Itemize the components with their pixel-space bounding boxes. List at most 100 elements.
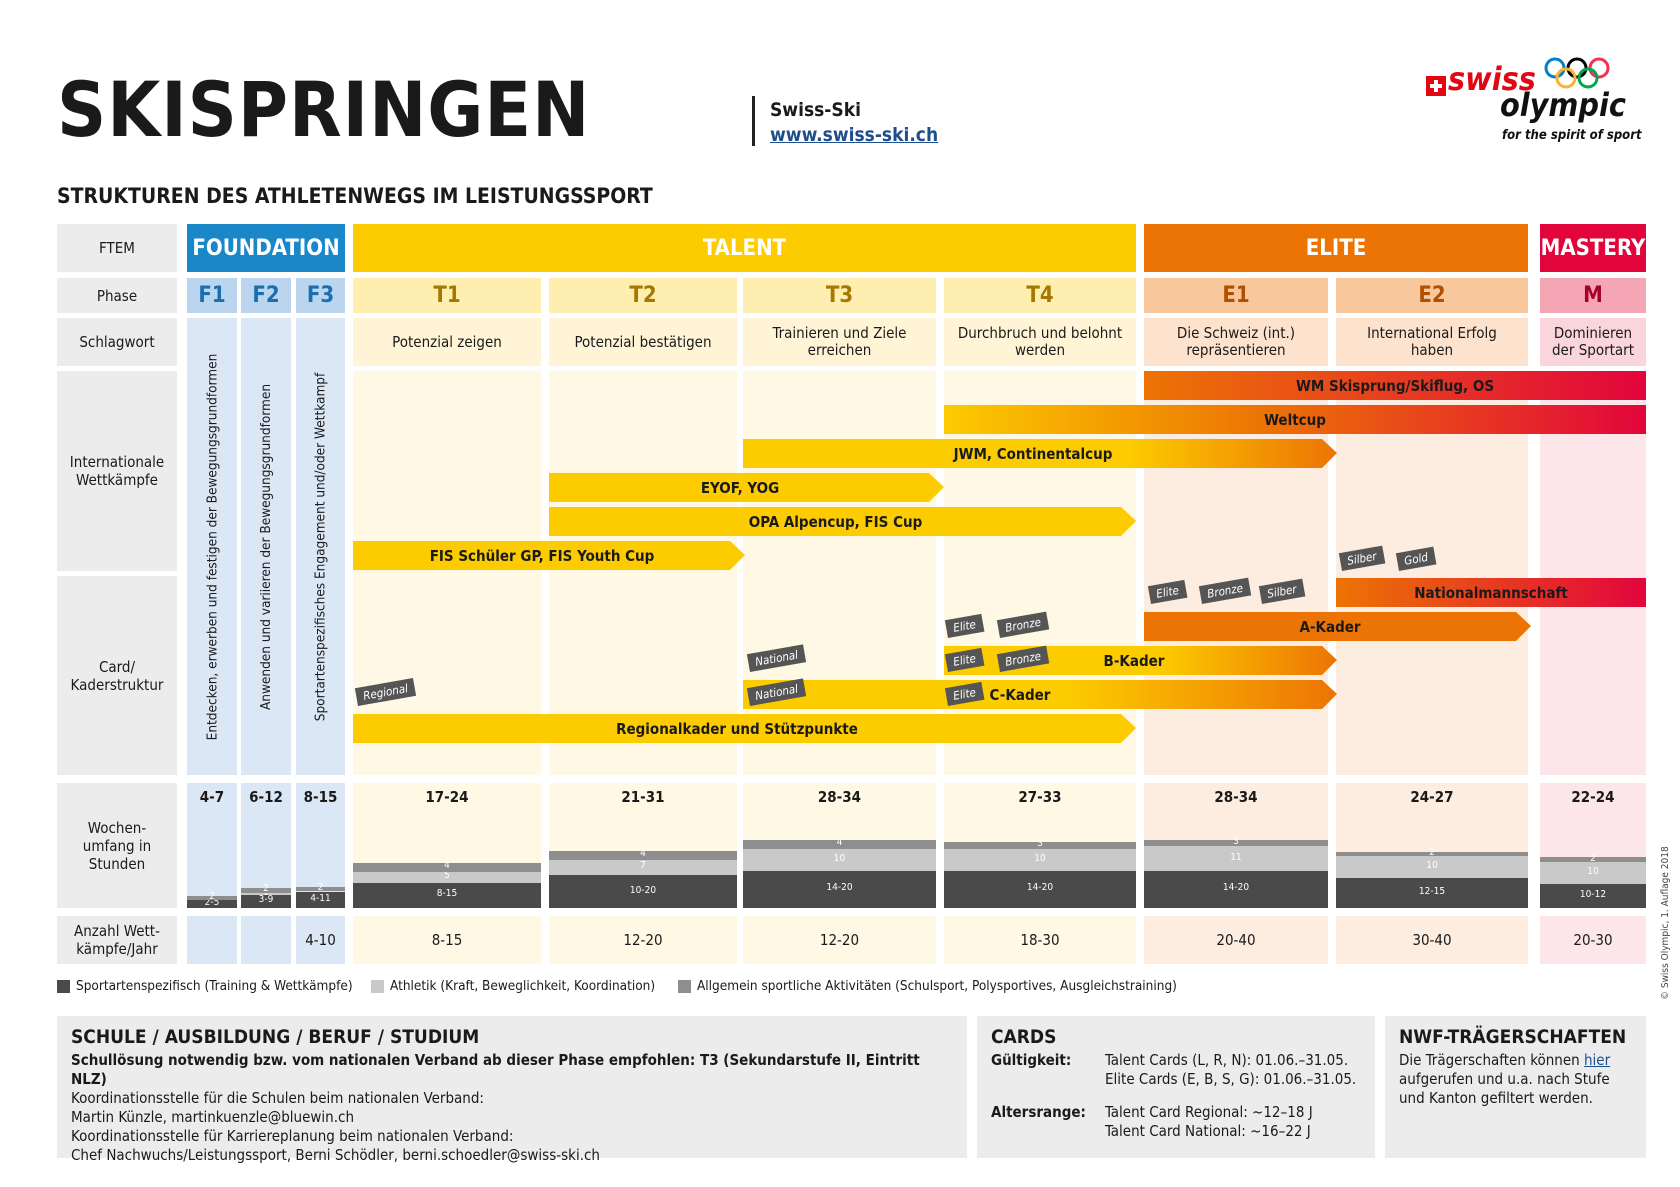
bar-specific-label-e1: 14-20	[1222, 882, 1250, 894]
cards-title: CARDS	[991, 1026, 1057, 1048]
cards-age-1: Talent Card Regional: ~12–18 J	[1105, 1103, 1313, 1121]
bar-specific-label-f1: 2-5	[204, 897, 220, 909]
competitions-f3: 4-10	[305, 931, 336, 949]
legend-swatch-specific	[57, 979, 70, 993]
bar-specific-label-f2: 3-9	[258, 894, 274, 906]
bar-athletic-t2	[549, 859, 737, 875]
bar-athletic-label-e2: 10	[1426, 860, 1438, 872]
phase-t2: T2	[549, 278, 737, 313]
keyword-t3: Trainieren und Ziele erreichen	[743, 318, 936, 366]
keyword-t1: Potenzial zeigen	[353, 318, 541, 366]
comp-bg-m	[1540, 916, 1646, 964]
comp-bg-e2	[1336, 916, 1528, 964]
band-regional: Regionalkader und Stützpunkte	[616, 719, 858, 738]
school-line2: Koordinationsstelle für die Schulen beim…	[71, 1089, 484, 1107]
comp-bg-f3	[296, 916, 345, 964]
comp-bg-f1	[187, 916, 237, 964]
competitions-t4: 18-30	[1020, 931, 1060, 949]
row-label-international: Internationale Wettkämpfe	[57, 371, 177, 571]
phase-e2: E2	[1336, 278, 1528, 313]
bar-specific-f3	[296, 891, 345, 908]
hours-bg-f2	[241, 783, 291, 908]
hours-total-f2: 6-12	[249, 788, 283, 806]
bar-specific-m	[1540, 883, 1646, 908]
bar-general-t2	[549, 850, 737, 860]
bar-specific-t3	[743, 870, 936, 908]
school-line3: Martin Künzle, martinkuenzle@bluewin.ch	[71, 1108, 354, 1126]
hours-bg-f1	[187, 783, 237, 908]
band-nat-team: Nationalmannschaft	[1414, 583, 1568, 602]
logo-brand-top: swiss	[1448, 60, 1536, 98]
hours-total-m: 22-24	[1571, 788, 1615, 806]
foundation-keyword-f1: Entdecken, erwerben und festigen der Bew…	[187, 318, 237, 775]
stage-foundation: FOUNDATION	[187, 224, 345, 272]
bar-general-label-e2: 2	[1429, 847, 1435, 859]
row-label-competitions: Anzahl Wett-kämpfe/Jahr	[57, 916, 177, 964]
bar-athletic-m	[1540, 861, 1646, 884]
school-line4: Koordinationsstelle für Karriereplanung …	[71, 1127, 514, 1145]
legend-label-general: Allgemein sportliche Aktivitäten (Schuls…	[697, 978, 1177, 994]
bar-general-t1	[353, 862, 541, 872]
band-opa: OPA Alpencup, FIS Cup	[748, 512, 923, 531]
phase-m: M	[1540, 278, 1646, 313]
bar-athletic-label-t1: 5	[444, 870, 450, 882]
bar-general-label-m: 2	[1590, 852, 1596, 864]
band-a-kader: A-Kader	[1299, 617, 1361, 636]
band-fis-schueler: FIS Schüler GP, FIS Youth Cup	[429, 546, 655, 565]
school-line5: Chef Nachwuchs/Leistungssport, Berni Sch…	[71, 1146, 600, 1164]
competitions-m: 20-30	[1573, 931, 1613, 949]
bar-general-label-f1: 2	[209, 891, 215, 903]
stage-mastery: MASTERY	[1540, 224, 1646, 272]
bar-athletic-f2	[241, 892, 291, 895]
hours-total-t4: 27-33	[1018, 788, 1062, 806]
bar-specific-label-e2: 12-15	[1418, 886, 1446, 898]
row-label-ftem: FTEM	[57, 224, 177, 272]
nwf-text-b: aufgerufen und u.a. nach Stufe und Kanto…	[1399, 1070, 1610, 1107]
row-label-phase: Phase	[57, 278, 177, 313]
competitions-t3: 12-20	[819, 931, 860, 949]
keyword-e2: International Erfolg haben	[1336, 318, 1528, 366]
bar-athletic-e1	[1144, 846, 1328, 871]
hours-total-e2: 24-27	[1410, 788, 1454, 806]
cards-validity-1: Talent Cards (L, R, N): 01.06.–31.05.	[1105, 1051, 1349, 1069]
band-c-kader: C-Kader	[989, 685, 1051, 704]
bar-general-e2	[1336, 851, 1528, 857]
bar-athletic-t1	[353, 871, 541, 883]
stage-talent: TALENT	[353, 224, 1136, 272]
comp-bg-t1	[353, 916, 541, 964]
org-link[interactable]: www.swiss-ski.ch	[770, 124, 939, 146]
row-label-card: Card/ Kaderstruktur	[57, 576, 177, 775]
bar-general-t4	[944, 842, 1136, 849]
row-label-hours: Wochen-umfang in Stunden	[57, 783, 177, 908]
competitions-f1	[187, 916, 237, 964]
bar-general-label-t4: 3	[1037, 838, 1043, 850]
bar-general-label-t1: 4	[444, 860, 450, 872]
bar-specific-f2	[241, 894, 291, 908]
competitions-t2: 12-20	[623, 931, 663, 949]
column-bg-m	[1540, 371, 1646, 775]
foundation-keyword-f2: Anwenden und variieren der Bewegungsgrun…	[241, 318, 291, 775]
keyword-m: Dominieren der Sportart	[1540, 318, 1646, 366]
school-box: SCHULE / AUSBILDUNG / BERUF / STUDIUM Sc…	[57, 1016, 967, 1164]
bar-general-label-f2: 2	[263, 883, 269, 895]
nwf-text: Die Trägerschaften können hier aufgerufe…	[1399, 1051, 1632, 1108]
swiss-olympic-logo	[1424, 54, 1644, 146]
page-title: SKISPRINGEN	[57, 65, 591, 154]
nwf-link[interactable]: hier	[1583, 1051, 1611, 1069]
stage-elite: ELITE	[1144, 224, 1528, 272]
hours-total-t1: 17-24	[425, 788, 469, 806]
bar-general-f2	[241, 888, 291, 893]
hours-total-f3: 8-15	[303, 788, 338, 806]
phase-t4: T4	[944, 278, 1136, 313]
bar-general-label-e1: 3	[1233, 836, 1239, 848]
band-shape-nat-team	[1336, 578, 1646, 607]
hours-total-t3: 28-34	[817, 788, 862, 806]
school-title: SCHULE / AUSBILDUNG / BERUF / STUDIUM	[71, 1026, 480, 1048]
phase-f2: F2	[241, 278, 291, 313]
legend-swatch-athletic	[371, 979, 384, 993]
competitions-f2	[241, 916, 291, 964]
band-shape-jwm	[743, 439, 1337, 468]
bar-specific-label-t3: 14-20	[826, 882, 853, 894]
bar-general-label-t2: 4	[640, 848, 646, 860]
